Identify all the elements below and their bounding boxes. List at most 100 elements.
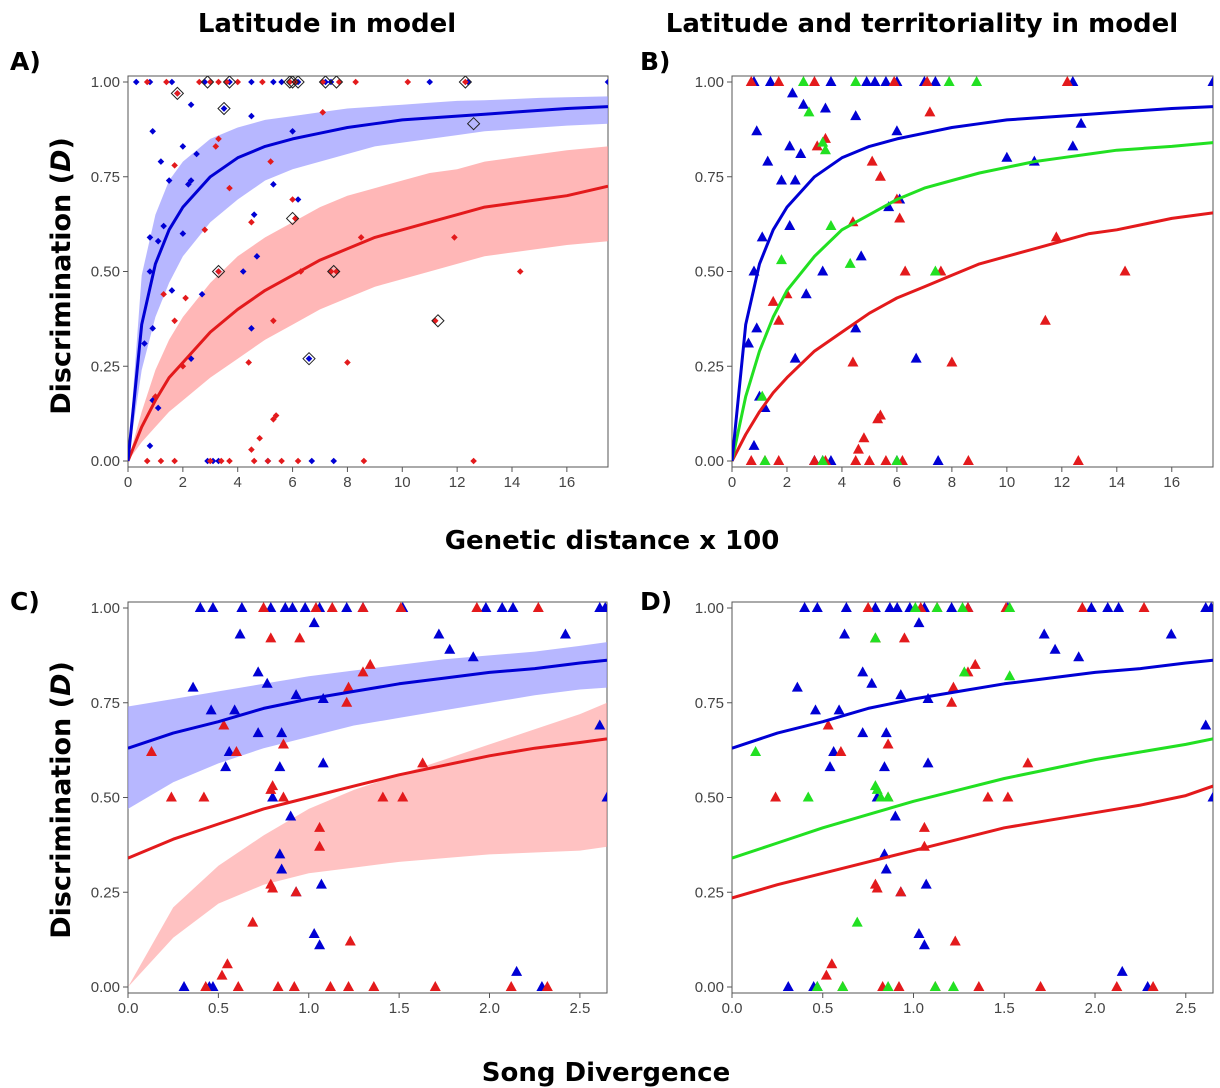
data-point-red bbox=[256, 434, 263, 442]
data-point-green bbox=[909, 602, 921, 612]
data-point-green bbox=[882, 791, 894, 802]
data-point-blue bbox=[1207, 76, 1213, 86]
y-tick-label: 0.75 bbox=[695, 695, 724, 712]
data-point-blue bbox=[248, 325, 255, 332]
data-point-red bbox=[319, 109, 327, 116]
panel-b: B) 0.00 0.25 0.50 0.75 1.00 0 2 4 6 8 10 12 14 16 bbox=[640, 47, 1214, 491]
data-point-red bbox=[343, 681, 355, 692]
data-point-green bbox=[931, 602, 943, 612]
data-point-red bbox=[290, 886, 302, 897]
data-point-red bbox=[182, 294, 189, 302]
column-title-right: Latitude and territoriality in model bbox=[666, 9, 1178, 39]
x-tick-label: 2.5 bbox=[569, 1000, 590, 1017]
data-point-green bbox=[825, 220, 837, 231]
data-point-blue bbox=[201, 78, 209, 86]
data-point-blue bbox=[604, 78, 608, 86]
data-point-blue bbox=[157, 158, 165, 165]
x-tick-label: 0 bbox=[728, 474, 736, 491]
data-point-red bbox=[201, 226, 209, 234]
data-point-blue bbox=[220, 105, 228, 112]
data-point-red bbox=[1076, 602, 1088, 612]
data-point-red bbox=[357, 666, 369, 677]
data-point-red bbox=[863, 455, 875, 465]
fit-line-blue bbox=[732, 105, 1213, 462]
data-point-red bbox=[895, 886, 907, 897]
confidence-band-blue bbox=[128, 642, 607, 809]
data-point-green bbox=[817, 455, 829, 465]
data-point-blue bbox=[1085, 602, 1097, 612]
data-point-blue bbox=[869, 76, 881, 86]
data-point-red bbox=[247, 916, 259, 927]
data-point-red bbox=[973, 981, 985, 991]
data-point-blue bbox=[253, 253, 261, 260]
data-point-blue bbox=[751, 125, 763, 136]
data-point-blue bbox=[294, 196, 302, 203]
data-point-blue bbox=[857, 666, 869, 677]
data-point-blue bbox=[187, 681, 199, 692]
data-point-green bbox=[958, 666, 970, 677]
data-point-blue bbox=[929, 76, 941, 86]
data-point-green bbox=[797, 76, 809, 86]
data-point-blue bbox=[825, 76, 837, 86]
data-point-blue bbox=[149, 127, 156, 135]
x-tick-label: 14 bbox=[1108, 474, 1125, 491]
data-point-blue bbox=[141, 340, 148, 347]
y-tick-label: 0.25 bbox=[91, 358, 120, 375]
data-point-red bbox=[294, 632, 306, 643]
data-point-red bbox=[431, 317, 439, 325]
y-tick-label: 0.50 bbox=[695, 264, 724, 281]
data-point-blue bbox=[252, 727, 264, 738]
data-point-red bbox=[145, 746, 157, 757]
data-point-red bbox=[969, 658, 981, 669]
data-point-red bbox=[335, 78, 343, 86]
data-point-red bbox=[250, 457, 258, 465]
data-point-red bbox=[404, 78, 412, 86]
data-point-blue bbox=[1205, 602, 1213, 612]
data-point-blue bbox=[220, 761, 232, 772]
data-point-green bbox=[811, 981, 823, 991]
highlighted-point-outline bbox=[285, 211, 300, 226]
x-tick-label: 2.0 bbox=[1085, 1000, 1106, 1017]
data-point-red bbox=[226, 184, 233, 192]
data-point-blue bbox=[866, 677, 878, 688]
data-point-red bbox=[171, 457, 178, 465]
data-point-blue bbox=[290, 689, 302, 700]
data-point-red bbox=[820, 969, 832, 980]
data-point-green bbox=[871, 783, 883, 794]
data-point-red bbox=[377, 791, 389, 802]
data-point-blue bbox=[918, 939, 930, 950]
x-tick-label: 10 bbox=[999, 474, 1016, 491]
data-point-blue bbox=[270, 78, 277, 86]
x-tick-label: 8 bbox=[343, 474, 351, 491]
data-point-red bbox=[858, 432, 870, 443]
confidence-band-red bbox=[128, 702, 607, 987]
data-point-red bbox=[221, 958, 233, 969]
y-tick-label: 0.75 bbox=[91, 169, 120, 186]
data-point-red bbox=[745, 76, 757, 86]
data-point-blue bbox=[891, 125, 903, 136]
x-tick-label: 0 bbox=[124, 474, 132, 491]
data-point-blue bbox=[236, 602, 248, 612]
data-point-red bbox=[157, 457, 165, 465]
data-point-red bbox=[471, 602, 483, 612]
data-point-green bbox=[817, 136, 829, 147]
data-point-blue bbox=[782, 981, 794, 991]
data-point-blue bbox=[194, 602, 206, 612]
highlighted-point-outline bbox=[285, 76, 300, 89]
data-point-blue bbox=[1075, 117, 1087, 128]
data-point-red bbox=[259, 78, 266, 86]
highlighted-point-outline bbox=[431, 314, 445, 328]
data-point-blue bbox=[330, 457, 338, 465]
data-point-blue bbox=[895, 689, 907, 700]
data-point-blue bbox=[762, 155, 774, 166]
data-point-green bbox=[929, 981, 941, 991]
data-point-blue bbox=[205, 704, 217, 715]
data-point-red bbox=[215, 135, 222, 143]
data-point-red bbox=[200, 981, 212, 991]
data-point-red bbox=[272, 412, 280, 419]
data-point-blue bbox=[857, 727, 869, 738]
data-point-red bbox=[143, 457, 151, 465]
data-point-blue bbox=[234, 628, 246, 639]
highlighted-point-outline bbox=[170, 86, 185, 101]
y-tick-label: 1.00 bbox=[695, 74, 724, 91]
